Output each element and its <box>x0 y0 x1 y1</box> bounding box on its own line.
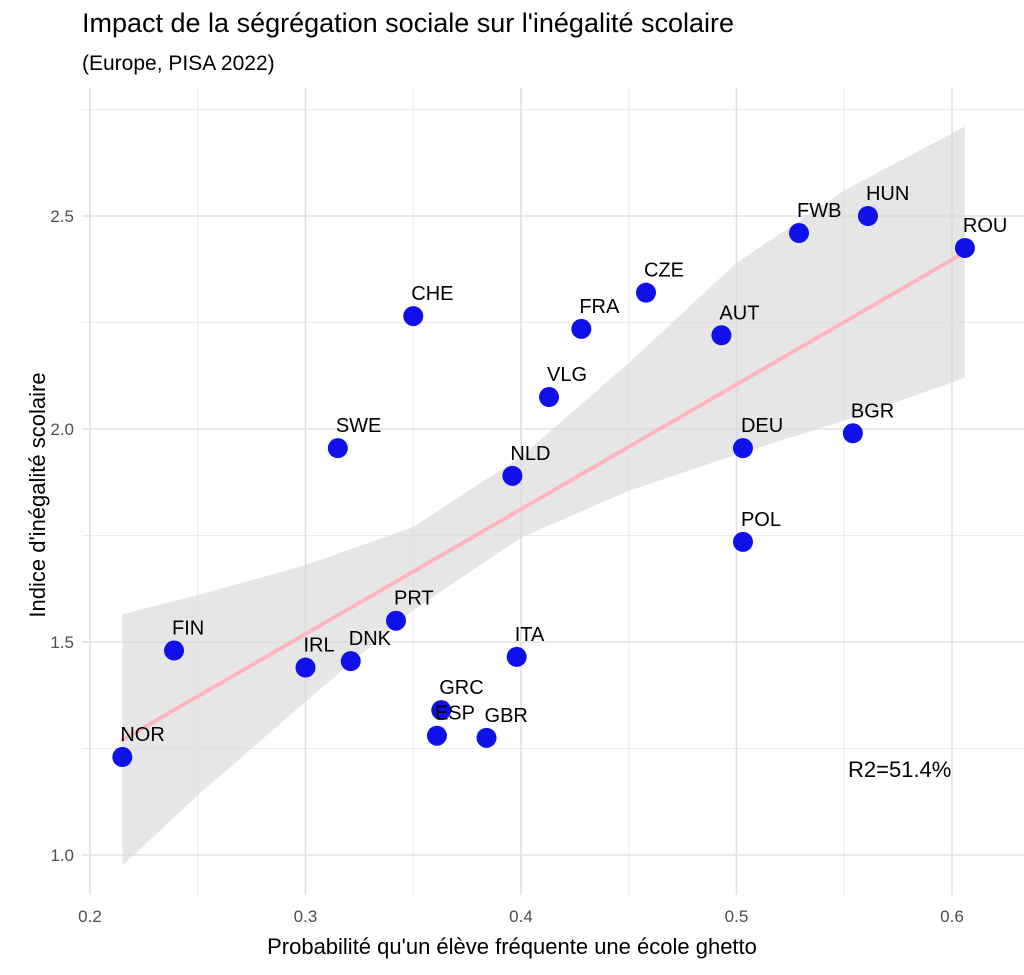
x-tick-label: 0.6 <box>940 907 964 926</box>
x-axis-label: Probabilité qu'un élève fréquente une éc… <box>267 934 757 959</box>
data-point-prt <box>386 610 407 631</box>
x-tick-label: 0.2 <box>78 907 102 926</box>
data-point-fra <box>571 318 592 339</box>
point-label-che: CHE <box>411 283 453 305</box>
y-tick-label: 1.5 <box>50 633 74 652</box>
y-tick-label: 2.5 <box>50 207 74 226</box>
data-point-nor <box>112 747 133 768</box>
point-label-fwb: FWB <box>797 200 841 222</box>
point-label-prt: PRT <box>394 588 434 610</box>
major-gridlines <box>82 88 1024 895</box>
y-axis-ticks: 1.0 1.5 2.0 2.5 <box>50 207 74 865</box>
data-point-rou <box>954 237 975 258</box>
x-tick-label: 0.4 <box>509 907 533 926</box>
data-point-grc <box>431 700 452 721</box>
data-point-aut <box>711 325 732 346</box>
point-label-esp: ESP <box>435 703 475 725</box>
data-point-dnk <box>340 651 361 672</box>
data-point-swe <box>327 438 348 459</box>
x-tick-label: 0.5 <box>725 907 749 926</box>
data-point-vlg <box>539 387 560 408</box>
point-label-deu: DEU <box>741 415 783 437</box>
data-point-fwb <box>788 223 809 244</box>
data-points <box>112 206 975 768</box>
regression-line <box>120 250 967 742</box>
y-tick-label: 1.0 <box>50 846 74 865</box>
data-point-pol <box>732 531 753 552</box>
point-label-vlg: VLG <box>547 364 587 386</box>
data-point-cze <box>635 282 656 303</box>
point-label-grc: GRC <box>439 677 483 699</box>
data-point-gbr <box>476 727 497 748</box>
data-point-hun <box>857 206 878 226</box>
point-label-ita: ITA <box>515 624 545 646</box>
data-point-che <box>403 306 424 327</box>
point-label-irl: IRL <box>304 635 335 657</box>
point-label-aut: AUT <box>719 302 759 324</box>
data-point-fin <box>164 640 185 661</box>
point-label-dnk: DNK <box>349 628 392 650</box>
x-tick-label: 0.3 <box>294 907 318 926</box>
chart-title: Impact de la ségrégation sociale sur l'i… <box>82 8 735 38</box>
point-label-nor: NOR <box>120 724 164 746</box>
data-point-ita <box>506 646 527 667</box>
y-tick-label: 2.0 <box>50 420 74 439</box>
point-label-nld: NLD <box>510 443 550 465</box>
r2-annotation: R2=51.4% <box>848 757 952 782</box>
point-label-swe: SWE <box>336 415 382 437</box>
data-point-nld <box>502 465 523 486</box>
data-point-bgr <box>842 423 863 444</box>
point-label-pol: POL <box>741 509 781 531</box>
y-axis-label: Indice d'inégalité scolaire <box>25 372 50 618</box>
point-label-hun: HUN <box>866 183 909 205</box>
point-label-cze: CZE <box>644 260 684 282</box>
x-axis-ticks: 0.2 0.3 0.4 0.5 0.6 <box>78 907 964 926</box>
data-point-irl <box>295 657 316 678</box>
point-label-gbr: GBR <box>485 705 528 727</box>
point-label-rou: ROU <box>963 215 1007 237</box>
data-point-esp <box>426 725 447 746</box>
chart-subtitle: (Europe, PISA 2022) <box>82 52 275 75</box>
data-point-deu <box>732 438 753 459</box>
point-label-bgr: BGR <box>851 400 894 422</box>
point-label-fin: FIN <box>172 618 204 640</box>
point-label-fra: FRA <box>579 296 620 318</box>
